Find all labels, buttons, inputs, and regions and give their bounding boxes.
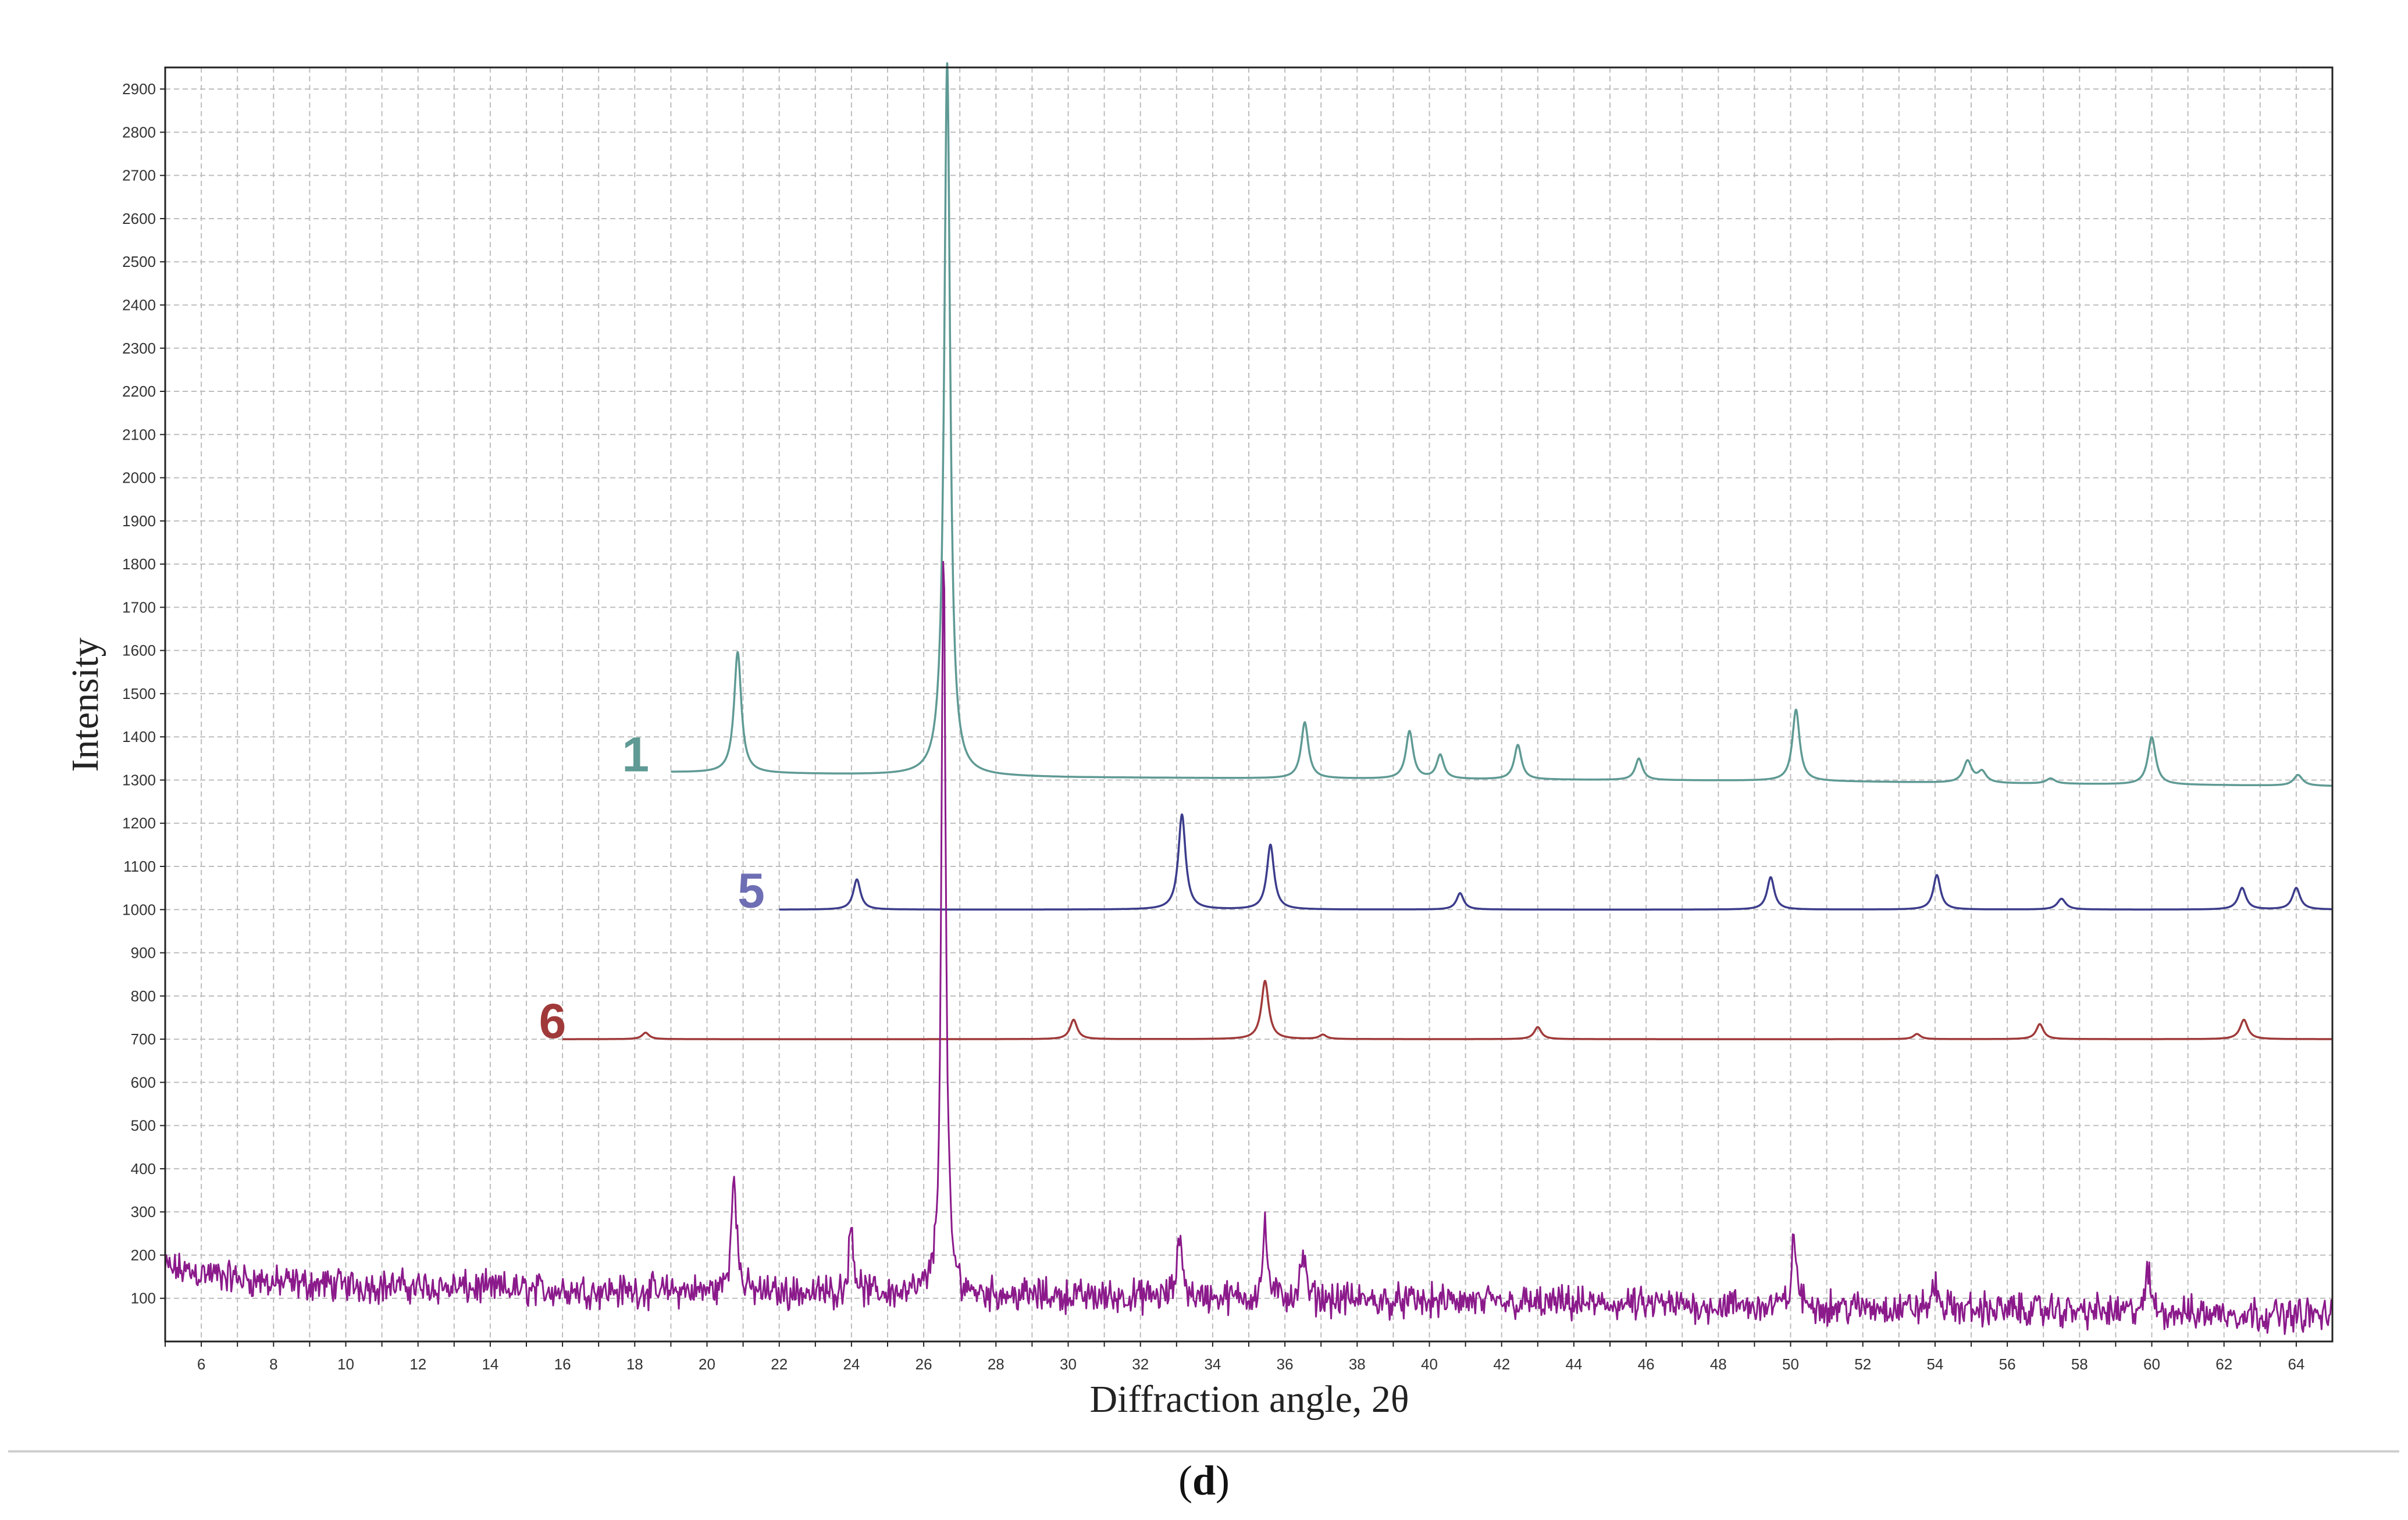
x-tick-label: 24 xyxy=(843,1355,860,1373)
series-line-6 xyxy=(561,980,2334,1040)
x-tick-label: 26 xyxy=(916,1355,932,1373)
y-tick-label: 1900 xyxy=(122,512,156,530)
series-label-6: 6 xyxy=(539,994,567,1048)
series-line-1 xyxy=(670,62,2334,787)
y-tick-label: 2300 xyxy=(122,340,156,357)
y-tick-label: 800 xyxy=(131,987,156,1005)
x-tick-label: 56 xyxy=(1999,1355,2016,1373)
y-tick-label: 1200 xyxy=(122,815,156,832)
x-tick-label: 8 xyxy=(269,1355,277,1373)
y-tick-label: 1500 xyxy=(122,685,156,702)
x-tick-label: 12 xyxy=(409,1355,426,1373)
figure-caption: (d) xyxy=(0,1457,2408,1505)
x-tick-label: 16 xyxy=(554,1355,571,1373)
x-tick-label: 18 xyxy=(626,1355,643,1373)
y-tick-label: 2200 xyxy=(122,383,156,400)
caption-open: ( xyxy=(1178,1457,1192,1504)
x-tick-label: 10 xyxy=(337,1355,354,1373)
x-tick-label: 38 xyxy=(1349,1355,1366,1373)
y-tick-label: 1400 xyxy=(122,728,156,745)
y-tick-label: 300 xyxy=(131,1203,156,1221)
y-tick-label: 1000 xyxy=(122,901,156,918)
x-tick-label: 20 xyxy=(699,1355,715,1373)
y-tick-label: 100 xyxy=(131,1290,156,1307)
y-tick-label: 1100 xyxy=(123,858,156,875)
y-tick-label: 200 xyxy=(131,1246,156,1264)
y-tick-label: 2000 xyxy=(122,469,156,487)
x-tick-label: 46 xyxy=(1638,1355,1655,1373)
series-line-sample xyxy=(164,561,2334,1335)
series-label-1: 1 xyxy=(622,727,649,782)
caption-letter: d xyxy=(1192,1457,1216,1504)
y-axis-title: Intensity xyxy=(64,638,106,772)
y-tick-label: 2700 xyxy=(122,167,156,184)
x-tick-label: 62 xyxy=(2215,1355,2232,1373)
y-tick-label: 1600 xyxy=(122,642,156,659)
x-tick-label: 42 xyxy=(1493,1355,1510,1373)
series-line-5 xyxy=(778,813,2334,911)
series-lines xyxy=(164,62,2334,1335)
series-label-5: 5 xyxy=(738,864,765,918)
y-tick-label: 2800 xyxy=(122,123,156,141)
x-tick-label: 48 xyxy=(1710,1355,1727,1373)
x-tick-label: 28 xyxy=(988,1355,1004,1373)
x-tick-label: 50 xyxy=(1782,1355,1799,1373)
x-tick-label: 40 xyxy=(1421,1355,1438,1373)
y-tick-label: 500 xyxy=(131,1117,156,1134)
x-tick-label: 44 xyxy=(1565,1355,1582,1373)
x-tick-label: 22 xyxy=(771,1355,788,1373)
y-tick-label: 2400 xyxy=(122,296,156,313)
y-tick-label: 700 xyxy=(131,1030,156,1048)
grid-lines xyxy=(165,67,2332,1341)
y-tick-label: 2100 xyxy=(122,426,156,443)
y-tick-label: 1700 xyxy=(122,598,156,616)
x-tick-label: 32 xyxy=(1132,1355,1149,1373)
x-tick-label: 34 xyxy=(1204,1355,1221,1373)
y-tick-label: 2500 xyxy=(122,253,156,270)
x-tick-label: 60 xyxy=(2143,1355,2160,1373)
y-tick-label: 2900 xyxy=(122,80,156,98)
axis-ticks: 6 8 10 12 14 16 18 20 22 24 26 28 30 32 34 36 38 40 42 44 46… xyxy=(122,80,2304,1373)
caption-close: ) xyxy=(1216,1457,1230,1504)
y-tick-label: 900 xyxy=(131,944,156,962)
x-tick-label: 36 xyxy=(1277,1355,1294,1373)
x-tick-label: 64 xyxy=(2288,1355,2304,1373)
y-tick-label: 600 xyxy=(131,1073,156,1091)
x-tick-label: 6 xyxy=(197,1355,205,1373)
x-axis-title: Diffraction angle, 2θ xyxy=(1089,1378,1409,1421)
y-tick-label: 1800 xyxy=(122,555,156,573)
x-tick-label: 54 xyxy=(1926,1355,1943,1373)
y-tick-label: 1300 xyxy=(122,771,156,788)
x-tick-label: 14 xyxy=(482,1355,498,1373)
x-tick-label: 58 xyxy=(2071,1355,2088,1373)
series-labels: 1 5 6 xyxy=(539,727,765,1048)
x-tick-label: 52 xyxy=(1854,1355,1871,1373)
x-tick-label: 30 xyxy=(1060,1355,1077,1373)
y-tick-label: 2600 xyxy=(122,210,156,227)
y-tick-label: 400 xyxy=(131,1160,156,1178)
